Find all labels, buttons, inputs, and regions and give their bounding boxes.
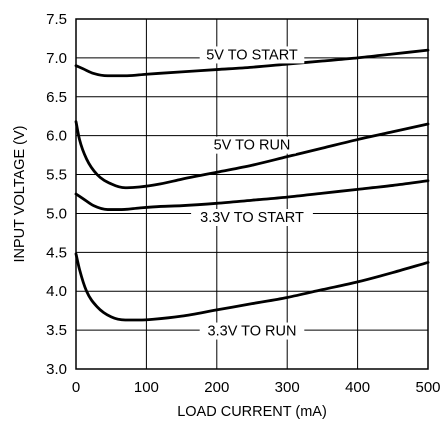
series-line-3 — [74, 179, 430, 211]
y-tick-label: 5.0 — [46, 205, 67, 222]
x-tick-label: 200 — [204, 379, 229, 396]
series-labels: 5V TO START 5V TO RUN 3.3V TO START 3.3V TO… — [191, 46, 313, 340]
y-axis-title: INPUT VOLTAGE (V) — [12, 126, 28, 263]
series-label-bg — [208, 136, 296, 154]
series-label-bg — [199, 46, 305, 64]
x-tick-label: 0 — [72, 379, 80, 396]
y-tick-label: 6.5 — [46, 89, 67, 106]
y-tick-label: 4.5 — [46, 244, 67, 261]
y-tick-label: 7.5 — [46, 11, 67, 28]
series-label-bg — [191, 209, 313, 226]
series-lines — [74, 48, 430, 322]
x-tick-label: 300 — [275, 379, 300, 396]
series-label: 3.3V TO START — [200, 210, 304, 226]
series-line-2 — [74, 120, 430, 190]
x-tick-label: 400 — [345, 379, 370, 396]
series-label: 5V TO RUN — [214, 138, 291, 154]
y-tick-label: 3.5 — [46, 322, 67, 339]
series-label-bg — [199, 322, 305, 340]
plot-frame — [75, 18, 429, 370]
y-tick-label: 7.0 — [46, 50, 67, 67]
y-tick-label: 5.5 — [46, 167, 67, 184]
series-label: 5V TO START — [206, 47, 298, 63]
series-line-1 — [74, 48, 430, 78]
y-tick-label: 4.0 — [46, 283, 67, 300]
x-tick-label: 100 — [134, 379, 159, 396]
y-tick-label: 3.0 — [46, 361, 67, 378]
series-line-4 — [74, 252, 430, 322]
y-tick-label: 6.0 — [46, 128, 67, 145]
tick-labels: 0 100 200 300 400 500 3.0 3.5 4.0 4.5 5.0 5.5 6.0 6.5… — [46, 11, 440, 396]
x-tick-label: 500 — [415, 379, 440, 396]
grid — [76, 19, 428, 369]
x-axis-title: LOAD CURRENT (mA) — [177, 404, 327, 420]
series-label: 3.3V TO RUN — [208, 324, 297, 340]
